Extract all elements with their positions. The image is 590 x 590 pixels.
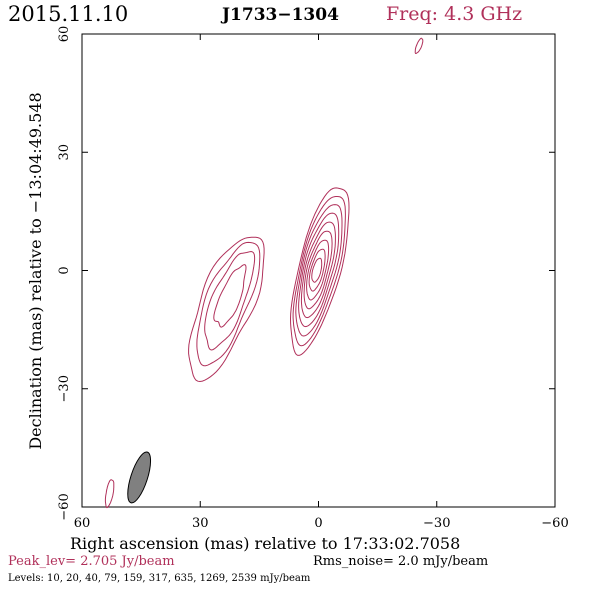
x-tick-label: 60 [74,516,91,531]
peak-level: Peak_lev= 2.705 Jy/beam [8,554,175,569]
x-tick-label: −30 [423,516,450,531]
source-name: J1733−1304 [222,5,339,25]
y-tick-label: −60 [57,493,72,520]
y-axis-label: Declination (mas) relative to −13:04:49.… [26,92,45,449]
beam-ellipse [127,451,152,504]
y-tick-label: 60 [57,26,72,43]
jet-contour [213,264,247,328]
frequency-label: Freq: 4.3 GHz [386,3,523,25]
x-tick-label: −60 [541,516,568,531]
observation-date: 2015.11.10 [8,2,129,26]
x-tick-label: 30 [192,516,209,531]
y-tick-label: −30 [57,375,72,402]
x-axis-label: Right ascension (mas) relative to 17:33:… [70,534,461,553]
tick-label-group: 60 30 0 −30 −60 −60 −30 0 30 60 [57,26,569,531]
x-tick-label: 0 [314,516,322,531]
core-contour [303,230,333,310]
core-contour [295,204,343,337]
core-contour [292,196,346,347]
y-tick-label: 0 [57,266,72,274]
core-contour [298,212,340,328]
contour-group [104,37,424,509]
beam-group [127,451,152,504]
core-contour [289,187,350,356]
jet-contour [196,241,261,367]
plot-frame [81,33,556,508]
south-blob-contour [104,479,115,509]
core-contour [308,248,326,292]
contour-levels: Levels: 10, 20, 40, 79, 159, 317, 635, 1… [8,573,311,584]
rms-noise: Rms_noise= 2.0 mJy/beam [313,554,489,569]
core-contour [300,221,336,319]
jet-contour [204,250,256,351]
north-blob-contour [414,37,424,54]
core-contour [306,239,330,301]
tick-marks [81,33,556,508]
jet-contour [188,236,265,383]
y-tick-label: 30 [57,144,72,161]
core-contour [311,257,323,283]
